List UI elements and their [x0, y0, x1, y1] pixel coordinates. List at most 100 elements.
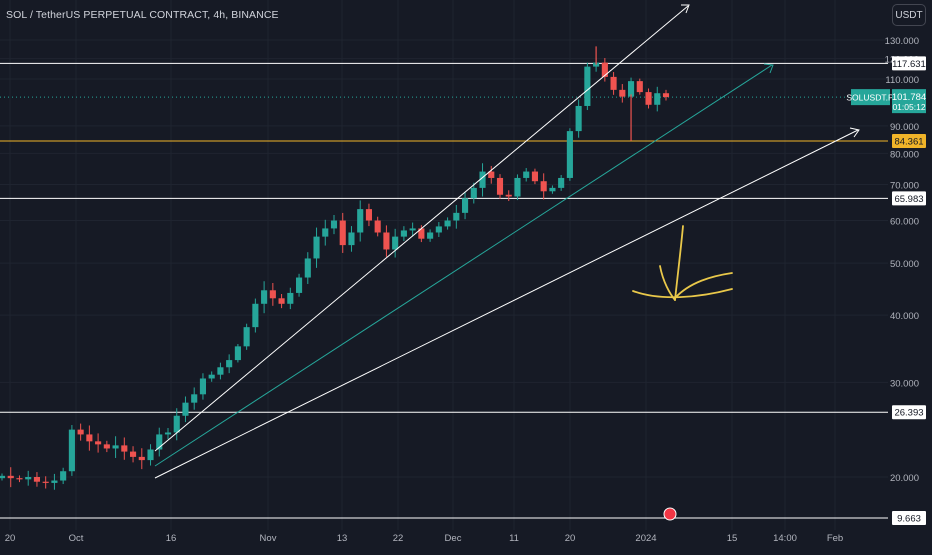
candle-body — [409, 228, 416, 231]
candle-body — [505, 194, 512, 197]
candle-body — [138, 456, 145, 461]
candle-body — [479, 171, 486, 188]
candle-body — [103, 444, 110, 449]
candle-body — [339, 220, 346, 246]
level-badge-label: 84.361 — [894, 136, 923, 147]
price-tick-label: 130.000 — [885, 36, 919, 47]
last-price-badge — [892, 89, 926, 114]
symbol-badge — [851, 89, 890, 106]
candle-body — [208, 374, 215, 379]
candle-body — [86, 434, 93, 442]
candle-body — [418, 228, 425, 239]
countdown-label: 01:05:12 — [892, 102, 925, 112]
candle-body — [0, 475, 6, 479]
candle-body — [549, 187, 556, 192]
candle-body — [304, 258, 311, 278]
last-price-label: 101.784 — [892, 92, 926, 103]
candle-body — [322, 228, 329, 237]
candle-body — [601, 62, 608, 77]
price-tick-label: 80.000 — [890, 149, 919, 160]
level-badge — [892, 191, 926, 206]
time-tick-label: Oct — [69, 533, 84, 544]
price-tick-label: 50.000 — [890, 259, 919, 270]
level-badge — [892, 56, 926, 71]
candle-body — [60, 471, 67, 481]
candle-body — [147, 449, 154, 461]
candle-body — [226, 360, 233, 368]
candle-body — [278, 298, 285, 304]
price-tick-label: 60.000 — [890, 217, 919, 228]
candle-body — [252, 303, 259, 328]
middle-trend-line — [154, 64, 773, 467]
candle-body — [243, 327, 250, 347]
candlestick-series — [0, 46, 670, 490]
candle-body — [488, 171, 495, 178]
candle-body — [16, 478, 23, 480]
candle-body — [330, 220, 338, 229]
hand-drawn-mark — [632, 288, 733, 299]
time-tick-label: Feb — [827, 533, 843, 544]
level-badge-label: 117.631 — [892, 59, 926, 70]
candle-body — [42, 481, 49, 483]
time-tick-label: 16 — [166, 533, 177, 544]
candle-body — [33, 477, 41, 482]
hand-drawn-mark — [674, 272, 733, 299]
time-tick-label: 20 — [565, 533, 576, 544]
candle-body — [662, 93, 670, 98]
currency-button[interactable]: USDT — [892, 4, 926, 26]
candle-body — [68, 429, 75, 472]
lower-channel-line — [154, 129, 859, 479]
time-tick-label: 20 — [5, 533, 16, 544]
candle-body — [654, 93, 661, 105]
candle-body — [295, 277, 303, 293]
candle-body — [51, 480, 58, 483]
candle-body — [348, 232, 355, 246]
candle-body — [129, 451, 137, 457]
price-tick-label: 30.000 — [890, 378, 919, 389]
candle-body — [531, 171, 539, 182]
level-badge — [892, 133, 926, 148]
level-badge-label: 65.983 — [894, 194, 923, 205]
time-tick-label: Dec — [445, 533, 462, 544]
candle-body — [287, 292, 294, 304]
candle-body — [25, 477, 32, 480]
candle-body — [575, 105, 582, 132]
hand-drawn-mark — [659, 265, 676, 301]
candle-body — [427, 232, 434, 239]
horizontal-level-lines — [0, 62, 888, 519]
event-marker-icon — [663, 507, 677, 521]
level-badge-label: 9.663 — [897, 514, 921, 525]
candle-body — [461, 198, 469, 213]
candle-body — [269, 290, 276, 299]
candle-body — [514, 177, 521, 197]
level-badge-label: 26.393 — [894, 408, 923, 419]
price-tick-label: 110.000 — [885, 75, 919, 86]
candle-body — [156, 434, 163, 450]
candle-body — [435, 226, 442, 233]
candle-body — [392, 236, 399, 250]
candle-body — [112, 445, 119, 449]
candle-body — [645, 92, 652, 105]
candle-body — [400, 230, 407, 237]
time-axis[interactable]: 20 Oct 16 Nov 13 22 Dec 11 20 2024 15 14:00 Feb — [5, 533, 843, 544]
candle-body — [374, 220, 381, 233]
time-tick-label: 22 — [393, 533, 404, 544]
candle-body — [261, 290, 268, 304]
candle-body — [121, 445, 128, 452]
candle-body — [444, 220, 451, 227]
candle-body — [182, 402, 189, 416]
chart-title: SOL / TetherUS PERPETUAL CONTRACT, 4h, B… — [6, 9, 279, 21]
candle-body — [619, 89, 626, 97]
arrow-head-icon — [763, 63, 774, 74]
candle-body — [383, 232, 390, 250]
time-tick-label: 13 — [337, 533, 348, 544]
price-tick-label: 90.000 — [890, 122, 919, 133]
candle-body — [523, 171, 530, 178]
candle-body — [357, 209, 364, 233]
candle-body — [470, 187, 477, 199]
price-tick-label: 40.000 — [890, 311, 919, 322]
arrow-head-icon — [681, 4, 690, 14]
